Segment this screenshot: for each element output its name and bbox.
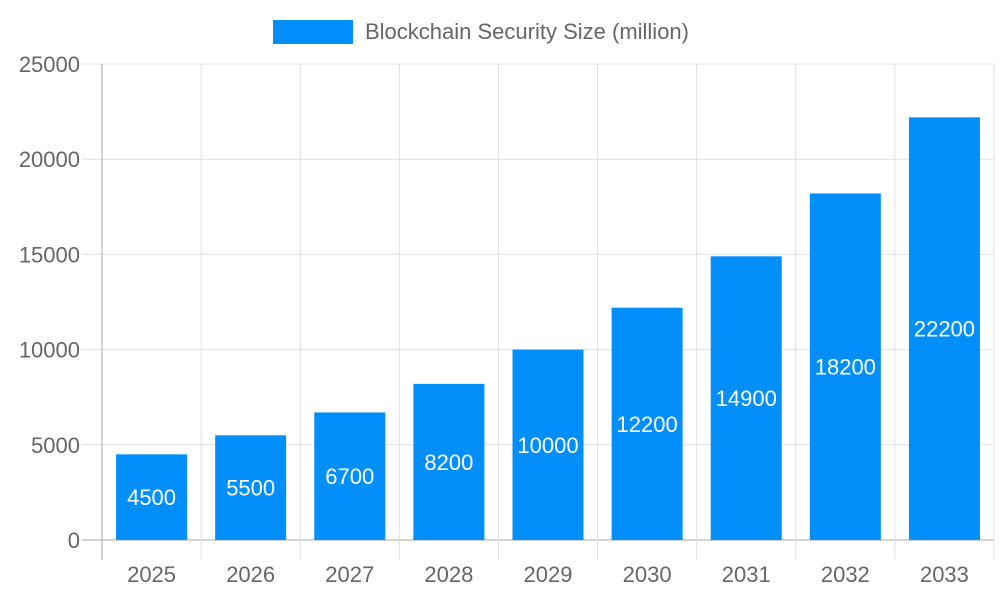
- bar-2033: [908, 117, 980, 540]
- bar-data-label: 5500: [226, 476, 275, 501]
- x-axis-ticks: 2025 2026 2027 2028 2029 2030 2031 2032 2033: [127, 562, 969, 587]
- bar-data-label: 22200: [914, 317, 975, 342]
- x-tick-label: 2032: [821, 562, 870, 587]
- y-tick-label: 25000: [19, 52, 80, 77]
- bar-2026: [215, 435, 287, 540]
- legend-label: Blockchain Security Size (million): [365, 19, 689, 44]
- bar-data-label: 4500: [127, 485, 176, 510]
- x-tick-label: 2029: [524, 562, 573, 587]
- x-tick-label: 2027: [325, 562, 374, 587]
- legend-swatch: [273, 20, 353, 44]
- gridlines: [82, 63, 995, 560]
- y-tick-label: 10000: [19, 338, 80, 363]
- bar-2027: [314, 412, 386, 540]
- bar-2029: [512, 349, 584, 540]
- x-tick-label: 2031: [722, 562, 771, 587]
- bar-2031: [710, 256, 782, 540]
- y-tick-label: 20000: [19, 147, 80, 172]
- bars: 4500 5500 6700 8200 10000 12200 14900 18200 2220…: [116, 117, 980, 541]
- bar-data-label: 18200: [815, 355, 876, 380]
- bar-2028: [413, 383, 485, 540]
- x-tick-label: 2028: [424, 562, 473, 587]
- bar-2030: [611, 307, 683, 540]
- bar-data-label: 12200: [617, 412, 678, 437]
- x-tick-label: 2026: [226, 562, 275, 587]
- bar-data-label: 6700: [325, 464, 374, 489]
- bar-2032: [809, 193, 881, 541]
- y-axis-ticks: 0 5000 10000 15000 20000 25000: [19, 52, 80, 553]
- y-tick-label: 5000: [31, 433, 80, 458]
- x-tick-label: 2033: [920, 562, 969, 587]
- bar-data-label: 14900: [716, 386, 777, 411]
- bar-2025: [116, 454, 188, 540]
- x-tick-label: 2025: [127, 562, 176, 587]
- legend: Blockchain Security Size (million): [273, 19, 689, 44]
- x-tick-label: 2030: [623, 562, 672, 587]
- bar-data-label: 8200: [424, 450, 473, 475]
- y-tick-label: 15000: [19, 242, 80, 267]
- bar-data-label: 10000: [517, 433, 578, 458]
- y-tick-label: 0: [68, 528, 80, 553]
